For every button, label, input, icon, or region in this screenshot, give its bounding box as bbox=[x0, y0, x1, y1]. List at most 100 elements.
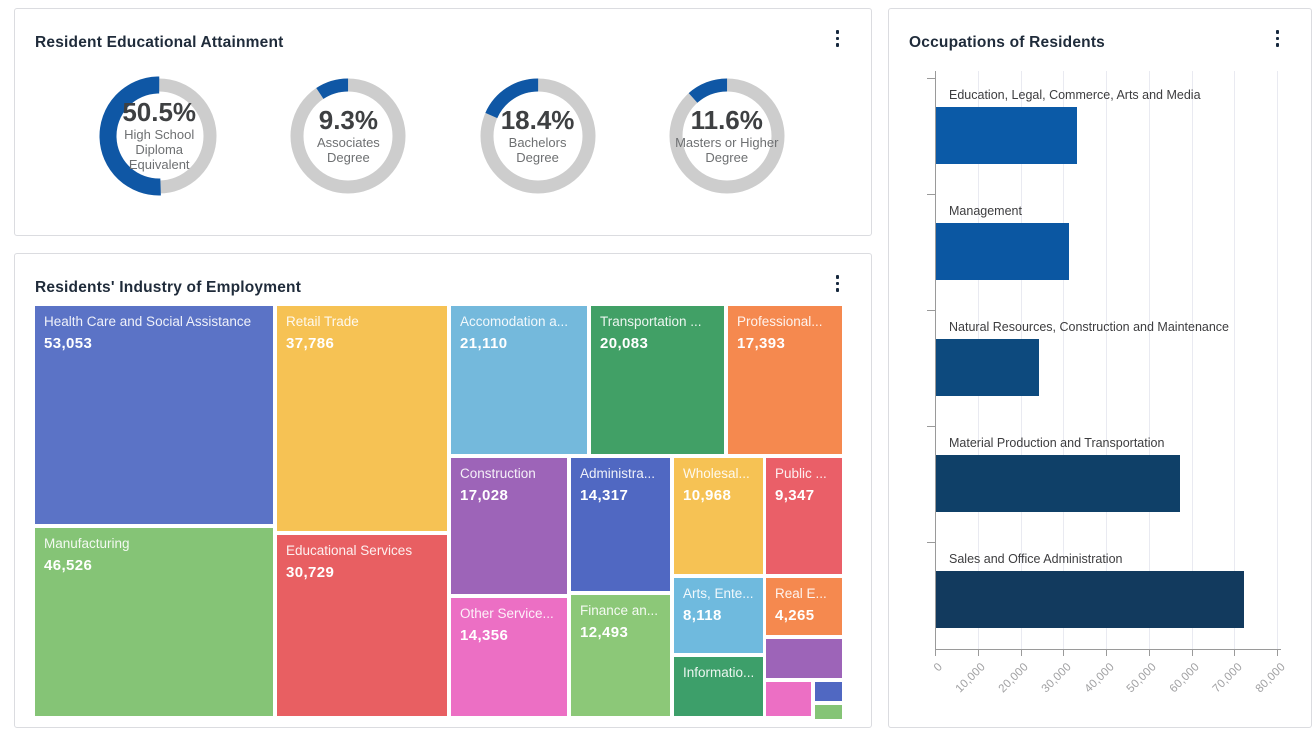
treemap-tile[interactable] bbox=[766, 682, 811, 716]
bar[interactable] bbox=[936, 455, 1180, 512]
treemap-tile-label: Wholesal... bbox=[683, 466, 750, 481]
x-axis-tick-label: 10,000 bbox=[954, 661, 989, 696]
x-axis-tick-label: 60,000 bbox=[1167, 661, 1202, 696]
donut-ring bbox=[99, 76, 219, 196]
kebab-menu-icon[interactable] bbox=[1274, 28, 1282, 49]
treemap-tile-value: 8,118 bbox=[683, 606, 722, 624]
donut-gauge: 9.3% Associates Degree bbox=[283, 71, 413, 201]
treemap-tile-value: 14,356 bbox=[460, 626, 509, 644]
treemap-tile-value: 17,028 bbox=[460, 486, 509, 504]
donut-ring bbox=[480, 78, 596, 194]
treemap-tile[interactable]: Accomodation a... 21,110 bbox=[451, 306, 587, 454]
treemap-tile[interactable]: Real E... 4,265 bbox=[766, 578, 842, 635]
treemap-tile-label: Administra... bbox=[580, 466, 656, 481]
treemap-tile[interactable]: Administra... 14,317 bbox=[571, 458, 670, 591]
treemap-tile[interactable]: Arts, Ente... 8,118 bbox=[674, 578, 763, 653]
treemap-tile-value: 14,317 bbox=[580, 486, 629, 504]
treemap-tile[interactable]: Retail Trade 37,786 bbox=[277, 306, 447, 531]
x-axis-tick-label: 20,000 bbox=[996, 661, 1031, 696]
x-axis-tick-label: 70,000 bbox=[1210, 661, 1245, 696]
card-title-industry-of-employment: Residents' Industry of Employment bbox=[35, 278, 302, 296]
treemap-tile-label: Arts, Ente... bbox=[683, 586, 754, 601]
donut-ring bbox=[669, 78, 785, 194]
treemap: Health Care and Social Assistance 53,053 R… bbox=[35, 306, 842, 719]
card-title-occupations-of-residents: Occupations of Residents bbox=[909, 33, 1105, 51]
y-axis-tick bbox=[927, 310, 935, 311]
x-axis-tick bbox=[1191, 649, 1193, 656]
bar[interactable] bbox=[936, 571, 1244, 628]
donut-gauge: 18.4% Bachelors Degree bbox=[473, 71, 603, 201]
treemap-tile-value: 10,968 bbox=[683, 486, 732, 504]
y-axis-tick bbox=[927, 78, 935, 79]
x-axis-tick bbox=[1106, 649, 1107, 656]
treemap-tile-label: Public ... bbox=[775, 466, 827, 481]
treemap-tile-label: Construction bbox=[460, 466, 536, 481]
treemap-tile[interactable]: Finance an... 12,493 bbox=[571, 595, 670, 716]
treemap-tile-value: 20,083 bbox=[600, 334, 649, 352]
treemap-tile[interactable] bbox=[815, 682, 842, 701]
bar[interactable] bbox=[936, 223, 1069, 280]
treemap-tile[interactable]: Manufacturing 46,526 bbox=[35, 528, 273, 716]
x-axis-tick-label: 40,000 bbox=[1082, 661, 1117, 696]
treemap-tile-label: Other Service... bbox=[460, 606, 554, 621]
treemap-tile[interactable]: Construction 17,028 bbox=[451, 458, 567, 594]
treemap-tile-value: 46,526 bbox=[44, 556, 93, 574]
x-axis-tick bbox=[1063, 649, 1065, 656]
treemap-tile[interactable]: Public ... 9,347 bbox=[766, 458, 842, 574]
card-title-educational-attainment: Resident Educational Attainment bbox=[35, 33, 284, 51]
treemap-tile[interactable]: Wholesal... 10,968 bbox=[674, 458, 763, 574]
treemap-tile-label: Retail Trade bbox=[286, 314, 359, 329]
treemap-tile-label: Professional... bbox=[737, 314, 823, 329]
bar-category-label: Natural Resources, Construction and Main… bbox=[949, 320, 1230, 334]
x-axis-tick bbox=[977, 649, 979, 656]
treemap-tile[interactable] bbox=[766, 639, 842, 678]
bar-category-label: Sales and Office Administration bbox=[949, 552, 1123, 566]
donut-gauge: 50.5% High School Diploma Equivalent bbox=[94, 71, 224, 201]
y-axis-line bbox=[935, 71, 936, 656]
gridline bbox=[1277, 71, 1278, 649]
bar-chart: 0 10,000 20,000 30,000 40,000 50,000 60,000 70,… bbox=[889, 9, 1311, 727]
treemap-tile-label: Manufacturing bbox=[44, 536, 130, 551]
donut-gauge-row: 50.5% High School Diploma Equivalent 9.3% A… bbox=[35, 71, 851, 201]
x-axis-tick bbox=[1234, 649, 1236, 656]
treemap-tile[interactable]: Informatio... bbox=[674, 657, 763, 716]
treemap-tile[interactable]: Health Care and Social Assistance 53,053 bbox=[35, 306, 273, 524]
card-occupations-of-residents: Occupations of Residents 0 10,000 20,000 30… bbox=[888, 8, 1312, 728]
x-axis-tick bbox=[1277, 649, 1278, 656]
y-axis-tick bbox=[927, 194, 935, 195]
x-axis-tick bbox=[1148, 649, 1150, 656]
treemap-tile[interactable] bbox=[815, 705, 842, 719]
treemap-tile-value: 30,729 bbox=[286, 563, 335, 581]
treemap-tile-value: 17,393 bbox=[737, 334, 786, 352]
y-axis-tick bbox=[927, 426, 935, 427]
kebab-menu-icon[interactable] bbox=[834, 273, 842, 294]
bar[interactable] bbox=[936, 339, 1039, 396]
x-axis-tick bbox=[1020, 649, 1022, 656]
donut-ring bbox=[290, 78, 406, 194]
treemap-tile[interactable]: Other Service... 14,356 bbox=[451, 598, 567, 716]
gridline bbox=[1191, 71, 1193, 649]
treemap-tile-label: Accomodation a... bbox=[460, 314, 569, 329]
treemap-tile-label: Informatio... bbox=[683, 665, 754, 680]
treemap-tile-value: 37,786 bbox=[286, 334, 335, 352]
treemap-tile-value: 53,053 bbox=[44, 334, 93, 352]
bar-category-label: Education, Legal, Commerce, Arts and Med… bbox=[949, 88, 1201, 102]
x-axis-tick-label: 30,000 bbox=[1039, 661, 1074, 696]
bar-category-label: Material Production and Transportation bbox=[949, 436, 1165, 450]
gridline bbox=[1063, 71, 1065, 649]
treemap-tile-label: Educational Services bbox=[286, 543, 413, 558]
kebab-menu-icon[interactable] bbox=[834, 28, 842, 49]
x-axis-tick-label: 0 bbox=[932, 661, 946, 675]
treemap-tile[interactable]: Transportation ... 20,083 bbox=[591, 306, 724, 454]
x-axis-tick-label: 80,000 bbox=[1253, 661, 1288, 696]
gridline bbox=[1234, 71, 1236, 649]
treemap-tile-label: Real E... bbox=[775, 586, 827, 601]
treemap-tile-value: 21,110 bbox=[460, 334, 508, 352]
y-axis-tick bbox=[927, 542, 935, 543]
treemap-tile[interactable]: Professional... 17,393 bbox=[728, 306, 842, 454]
bar-category-label: Management bbox=[949, 204, 1022, 218]
treemap-tile[interactable]: Educational Services 30,729 bbox=[277, 535, 447, 716]
bar[interactable] bbox=[936, 107, 1077, 164]
treemap-tile-label: Finance an... bbox=[580, 603, 659, 618]
